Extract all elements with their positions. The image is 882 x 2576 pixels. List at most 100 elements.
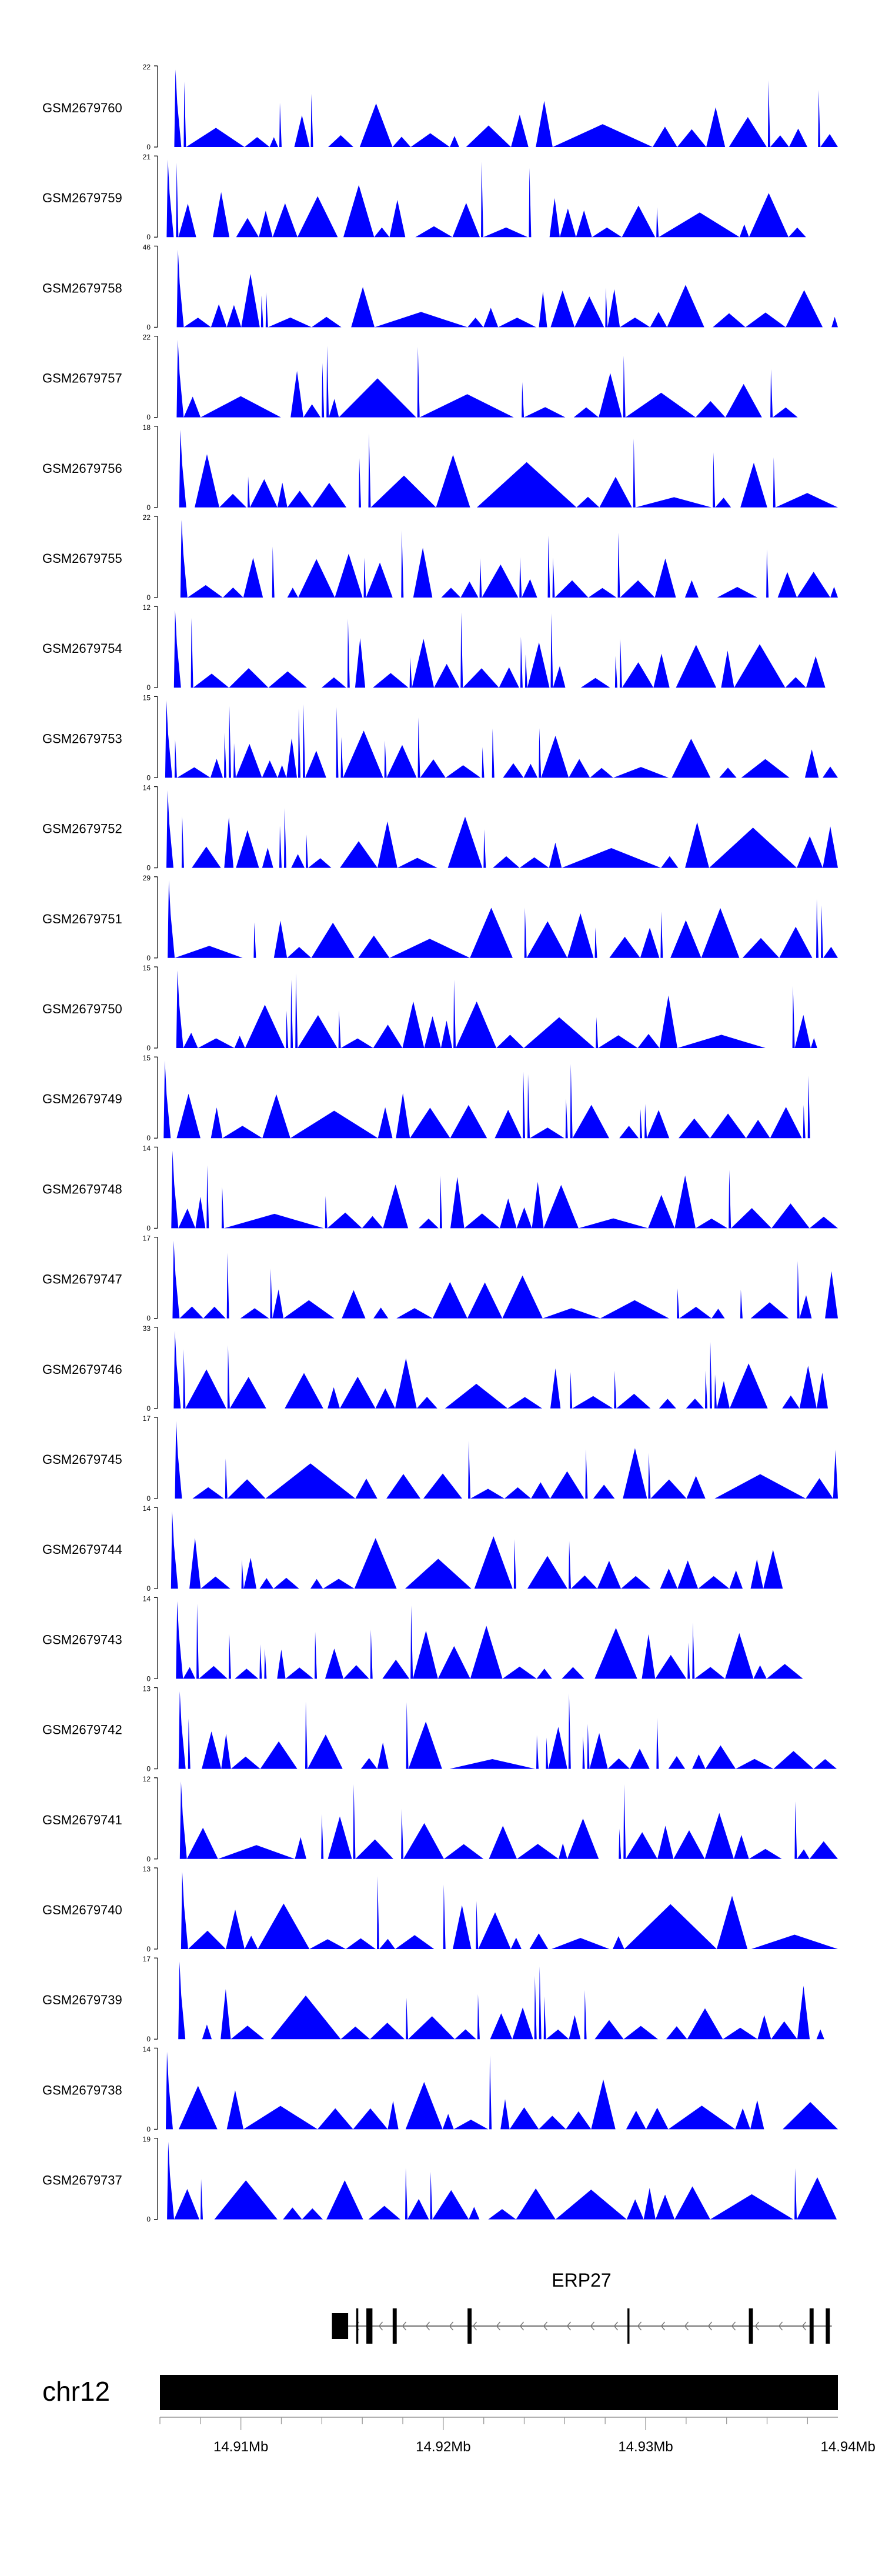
track-label: GSM2679752: [42, 822, 122, 836]
track-ymax-label: 17: [143, 1414, 151, 1423]
track-GSM2679748: GSM2679748 14 0: [42, 1144, 838, 1232]
track-GSM2679739: GSM2679739 17 0: [42, 1955, 824, 2043]
track-GSM2679754: GSM2679754 12 0: [42, 603, 826, 692]
gene-exon: [826, 2308, 830, 2344]
track-label: GSM2679737: [42, 2173, 122, 2188]
track-label: GSM2679759: [42, 191, 122, 205]
track-label: GSM2679741: [42, 1813, 122, 1827]
chromosome-ideogram: chr12: [42, 2375, 838, 2410]
track-ymin-label: 0: [146, 233, 151, 241]
genome-axis: 14.91Mb 14.92Mb 14.93Mb 14.94Mb: [159, 2417, 876, 2455]
strand-arrow: [519, 2321, 524, 2331]
axis-tick-label: 14.91Mb: [213, 2439, 268, 2455]
track-GSM2679755: GSM2679755 22 0: [42, 513, 838, 602]
track-GSM2679752: GSM2679752 14 0: [42, 784, 838, 872]
strand-arrow: [637, 2321, 642, 2331]
track-ymin-label: 0: [146, 1044, 151, 1052]
coverage-area: [160, 1421, 838, 1499]
track-label: GSM2679750: [42, 1002, 122, 1016]
coverage-area: [160, 1601, 803, 1679]
track-GSM2679740: GSM2679740 13 0: [42, 1865, 838, 1953]
track-GSM2679753: GSM2679753 15 0: [42, 693, 838, 782]
axis-tick-label: 14.94Mb: [821, 2439, 876, 2455]
coverage-area: [160, 520, 838, 598]
strand-arrow: [425, 2321, 430, 2331]
track-ymin-label: 0: [146, 1765, 151, 1773]
track-GSM2679749: GSM2679749 15 0: [42, 1054, 816, 1142]
coverage-area: [160, 2051, 838, 2130]
track-ymin-label: 0: [146, 323, 151, 331]
track-ymax-label: 22: [143, 63, 151, 71]
strand-arrow: [778, 2321, 783, 2331]
track-label: GSM2679748: [42, 1182, 122, 1196]
track-ymin-label: 0: [146, 954, 151, 962]
coverage-area: [160, 249, 838, 328]
track-ymax-label: 22: [143, 333, 151, 342]
track-ymax-label: 14: [143, 1594, 151, 1603]
track-ymin-label: 0: [146, 1314, 151, 1323]
track-GSM2679744: GSM2679744 14 0: [42, 1504, 805, 1593]
gene-model-ERP27: ERP27: [332, 2270, 832, 2344]
track-label: GSM2679754: [42, 641, 122, 656]
track-ymax-label: 15: [143, 693, 151, 702]
strand-arrow: [731, 2321, 736, 2331]
track-label: GSM2679744: [42, 1542, 122, 1557]
track-ymin-label: 0: [146, 1945, 151, 1953]
track-ymin-label: 0: [146, 2215, 151, 2224]
gene-exon: [392, 2308, 397, 2344]
coverage-area: [160, 790, 838, 868]
gene-name-label: ERP27: [552, 2270, 611, 2291]
coverage-area: [160, 429, 838, 508]
track-label: GSM2679746: [42, 1362, 122, 1377]
track-ymin-label: 0: [146, 773, 151, 782]
track-ymax-label: 14: [143, 1504, 151, 1513]
track-ymax-label: 17: [143, 1955, 151, 1963]
coverage-area: [160, 1871, 838, 1949]
gene-exon: [749, 2308, 753, 2344]
coverage-area: [160, 1330, 838, 1409]
track-GSM2679738: GSM2679738 14 0: [42, 2045, 838, 2133]
gene-exon: [467, 2308, 472, 2344]
axis-tick-label: 14.93Mb: [618, 2439, 673, 2455]
chromosome-band: [160, 2375, 838, 2410]
chromosome-label: chr12: [42, 2376, 110, 2407]
strand-arrow: [754, 2321, 760, 2331]
coverage-area: [160, 1150, 838, 1229]
track-GSM2679746: GSM2679746 33 0: [42, 1324, 838, 1413]
coverage-area: [160, 700, 838, 778]
track-GSM2679757: GSM2679757 22 0: [42, 333, 802, 422]
track-label: GSM2679742: [42, 1723, 122, 1737]
strand-arrow: [613, 2321, 619, 2331]
strand-arrow: [684, 2321, 689, 2331]
strand-arrow: [801, 2321, 807, 2331]
track-ymax-label: 15: [143, 1054, 151, 1062]
strand-arrow: [496, 2321, 501, 2331]
track-ymax-label: 14: [143, 1144, 151, 1152]
track-ymin-label: 0: [146, 143, 151, 151]
gene-exon: [356, 2308, 359, 2344]
track-label: GSM2679743: [42, 1632, 122, 1647]
gene-exon: [332, 2313, 349, 2339]
track-ymax-label: 17: [143, 1234, 151, 1243]
track-label: GSM2679747: [42, 1272, 122, 1287]
track-GSM2679756: GSM2679756 18 0: [42, 423, 838, 512]
gene-exon: [809, 2308, 814, 2344]
coverage-area: [160, 880, 838, 958]
coverage-area: [160, 2141, 838, 2220]
track-ymax-label: 12: [143, 1775, 151, 1783]
strand-arrow: [707, 2321, 713, 2331]
track-ymax-label: 22: [143, 513, 151, 522]
track-GSM2679737: GSM2679737 19 0: [42, 2135, 838, 2224]
track-GSM2679751: GSM2679751 29 0: [42, 874, 838, 962]
track-label: GSM2679755: [42, 551, 122, 566]
track-ymin-label: 0: [146, 593, 151, 602]
track-label: GSM2679739: [42, 1993, 122, 2007]
coverage-area: [160, 69, 838, 147]
track-GSM2679742: GSM2679742 13 0: [42, 1685, 838, 1773]
track-GSM2679743: GSM2679743 14 0: [42, 1594, 803, 1683]
strand-arrow: [543, 2321, 548, 2331]
track-label: GSM2679749: [42, 1092, 122, 1106]
gene-exon: [627, 2308, 630, 2344]
track-GSM2679760: GSM2679760 22 0: [42, 63, 838, 151]
track-ymax-label: 12: [143, 603, 151, 612]
